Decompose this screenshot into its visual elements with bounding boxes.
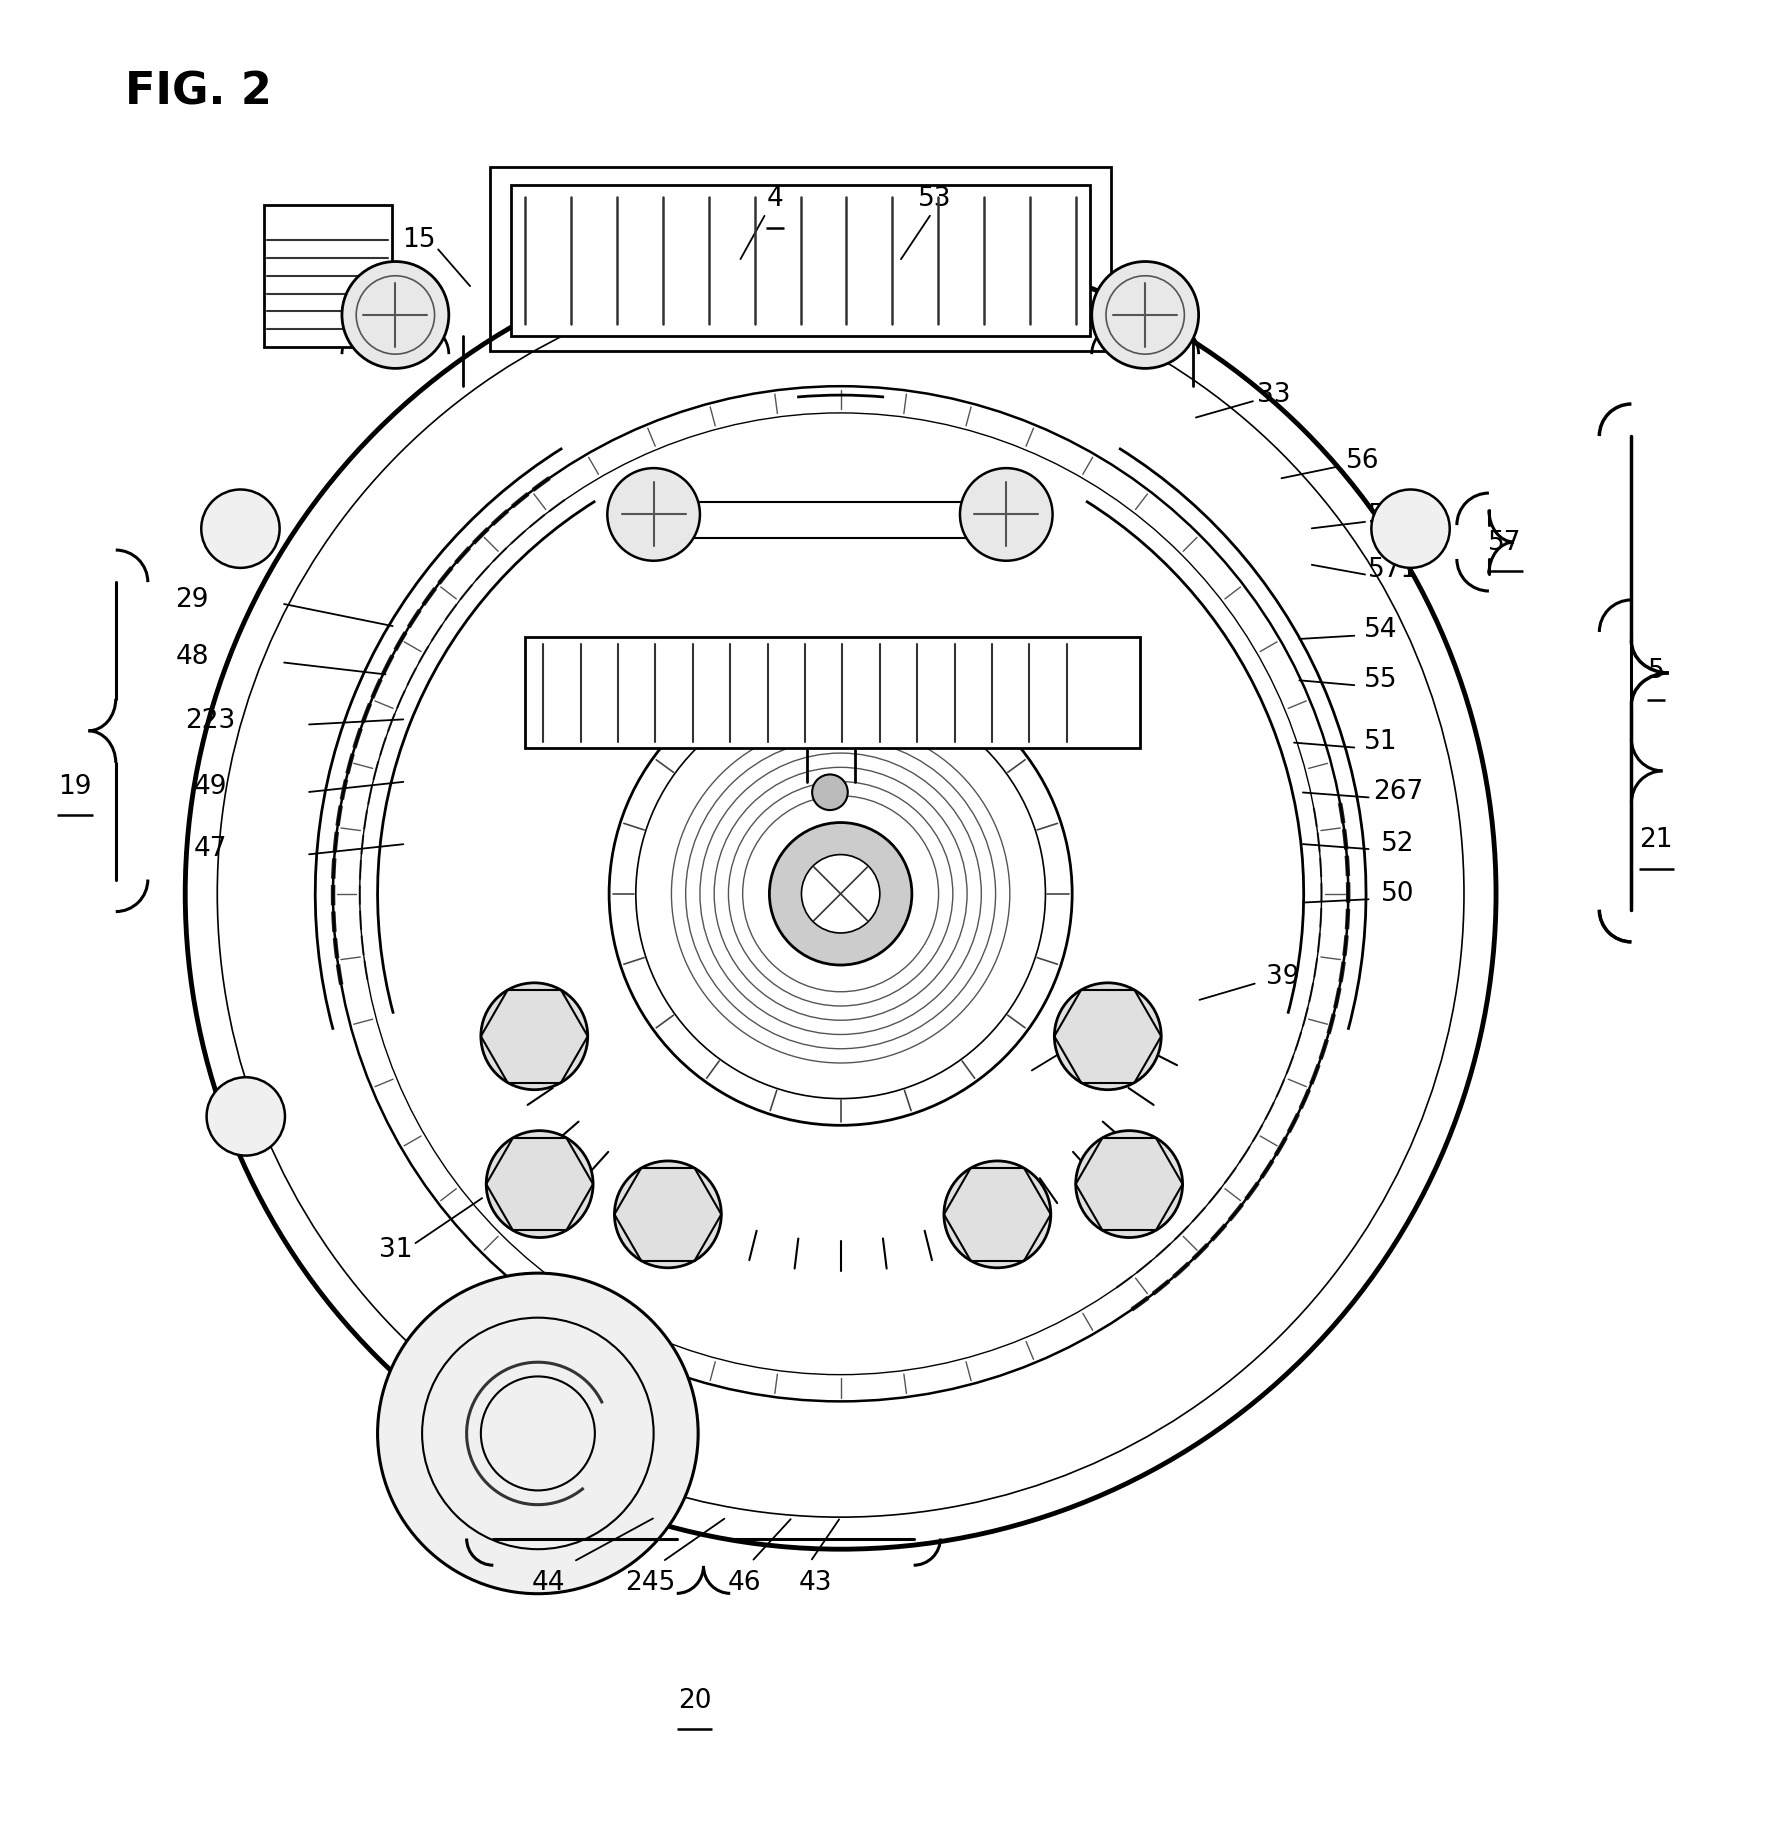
Circle shape (812, 775, 847, 810)
Text: 57: 57 (1488, 530, 1520, 556)
Text: 15: 15 (402, 226, 434, 254)
Text: FIG. 2: FIG. 2 (125, 70, 271, 114)
Circle shape (959, 468, 1052, 562)
Circle shape (607, 468, 700, 562)
Circle shape (342, 261, 449, 368)
Text: 267: 267 (1372, 779, 1422, 805)
Bar (511, 184, 1089, 337)
Text: 20: 20 (678, 1688, 710, 1714)
Text: 54: 54 (1363, 617, 1396, 643)
Text: 53: 53 (918, 186, 951, 212)
Circle shape (486, 1130, 593, 1237)
Bar (525, 637, 1139, 747)
Text: 52: 52 (1381, 830, 1413, 856)
Circle shape (1075, 1130, 1182, 1237)
Text: 29: 29 (176, 587, 208, 613)
Text: 46: 46 (728, 1570, 760, 1596)
Text: 571: 571 (1367, 556, 1417, 582)
Text: 56: 56 (1346, 447, 1378, 473)
Text: 39: 39 (1266, 965, 1298, 990)
Bar (490, 168, 1111, 350)
Text: 49: 49 (194, 773, 226, 801)
Text: 31: 31 (379, 1237, 411, 1263)
Circle shape (614, 1162, 721, 1268)
Text: 47: 47 (194, 836, 226, 862)
Text: 245: 245 (625, 1570, 675, 1596)
Text: 48: 48 (176, 644, 208, 670)
Text: 4: 4 (765, 186, 783, 212)
Circle shape (377, 1274, 698, 1594)
Text: 19: 19 (59, 773, 91, 801)
Circle shape (481, 983, 587, 1090)
Text: 223: 223 (185, 709, 235, 735)
Text: 55: 55 (1363, 666, 1396, 692)
Text: 5: 5 (1646, 659, 1664, 685)
Text: 43: 43 (799, 1570, 831, 1596)
Circle shape (769, 823, 911, 965)
Bar (263, 204, 392, 346)
Text: 21: 21 (1639, 827, 1671, 854)
Text: 8: 8 (1091, 1024, 1109, 1049)
Circle shape (801, 854, 879, 933)
Text: 33: 33 (1257, 383, 1289, 409)
Circle shape (1371, 490, 1449, 567)
Circle shape (201, 490, 279, 567)
Circle shape (1091, 261, 1198, 368)
Circle shape (206, 1077, 285, 1156)
Circle shape (943, 1162, 1050, 1268)
Text: 572: 572 (1367, 503, 1417, 528)
Text: 51: 51 (1363, 729, 1396, 755)
Text: 50: 50 (1381, 880, 1413, 908)
Circle shape (1054, 983, 1161, 1090)
Text: 44: 44 (532, 1570, 564, 1596)
